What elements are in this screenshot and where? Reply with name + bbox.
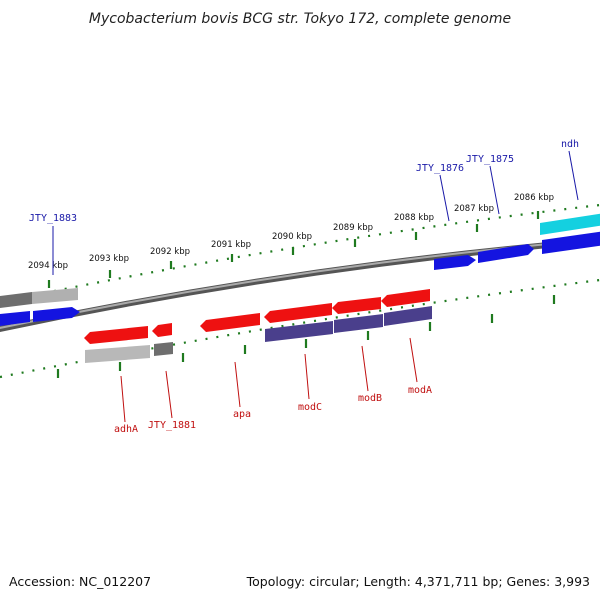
gene-jty-1875[interactable] [478, 244, 534, 263]
gene-jty-1881[interactable] [152, 323, 172, 337]
gene-apa[interactable] [200, 313, 260, 332]
scale-label-2094: 2094 kbp [28, 261, 68, 271]
gene-modb-red[interactable] [332, 297, 381, 314]
inner-label-leaders [120, 337, 418, 423]
gene-moda-red[interactable] [381, 289, 430, 307]
gene-label-ndh[interactable]: ndh [561, 139, 579, 150]
scale-labels: 2094 kbp 2093 kbp 2092 kbp 2091 kbp 2090… [28, 193, 554, 271]
footer-accession: Accession: NC_012207 [9, 574, 151, 589]
inner-genes [84, 289, 432, 363]
gene-ndh[interactable] [540, 213, 600, 235]
outer-major-ticks [47, 211, 540, 288]
inner-major-ticks [56, 295, 556, 378]
gene-gray-inner[interactable] [85, 345, 150, 363]
scale-label-2086: 2086 kbp [514, 193, 554, 203]
gene-jty-1883[interactable] [33, 307, 80, 322]
gene-label-jty-1875[interactable]: JTY_1875 [466, 154, 514, 165]
inner-gene-labels: adhA JTY_1881 apa modC modB modA [114, 385, 432, 435]
gene-label-jty-1876[interactable]: JTY_1876 [416, 163, 464, 174]
gene-label-apa[interactable]: apa [233, 409, 251, 420]
outer-genes [0, 213, 600, 326]
scale-label-2093: 2093 kbp [89, 254, 129, 264]
gene-label-modb[interactable]: modB [358, 393, 382, 404]
gene-gray-outer[interactable] [32, 288, 78, 304]
scale-label-2088: 2088 kbp [394, 213, 434, 223]
map-title: Mycobacterium bovis BCG str. Tokyo 172, … [89, 11, 511, 27]
outer-label-leaders [52, 150, 579, 275]
scale-label-2090: 2090 kbp [272, 232, 312, 242]
gene-blue-outer-1[interactable] [0, 311, 30, 326]
gene-label-modc[interactable]: modC [298, 402, 322, 413]
gene-modb-purple[interactable] [334, 314, 383, 333]
outer-gene-labels: JTY_1883 JTY_1876 JTY_1875 ndh [29, 139, 579, 224]
gene-label-adha[interactable]: adhA [114, 424, 138, 435]
gene-blue-outer-right[interactable] [542, 231, 600, 254]
scale-label-2087: 2087 kbp [454, 204, 494, 214]
gene-label-moda[interactable]: modA [408, 385, 432, 396]
scale-label-2089: 2089 kbp [333, 223, 373, 233]
gene-label-jty-1881[interactable]: JTY_1881 [148, 420, 196, 431]
scale-label-2091: 2091 kbp [211, 240, 251, 250]
gene-moda-purple[interactable] [384, 306, 432, 326]
gene-label-jty-1883[interactable]: JTY_1883 [29, 213, 77, 224]
gene-adha[interactable] [84, 326, 148, 344]
gene-modc-red[interactable] [264, 303, 332, 323]
scale-label-2092: 2092 kbp [150, 247, 190, 257]
gene-gray-dark-outer[interactable] [0, 292, 32, 308]
gene-gray-dark-inner[interactable] [154, 342, 173, 356]
gene-modc-purple[interactable] [265, 321, 333, 342]
footer-summary: Topology: circular; Length: 4,371,711 bp… [246, 574, 590, 589]
gene-jty-1876[interactable] [434, 255, 476, 270]
